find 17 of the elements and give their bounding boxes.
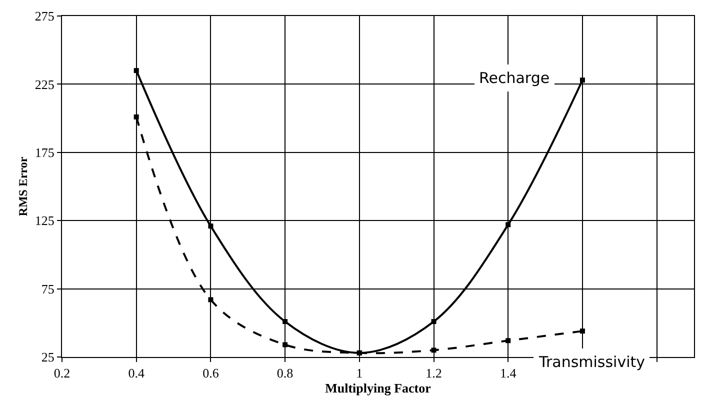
x-tick-label: 1.4 (500, 366, 517, 381)
y-tick-label: 225 (34, 76, 54, 92)
x-tick-label: 0.2 (54, 366, 70, 381)
x-tick-label: 0.4 (128, 366, 145, 381)
x-axis-title: Multiplying Factor (325, 380, 432, 396)
x-tick-label: 0.6 (202, 366, 220, 381)
x-tick-label: 1 (356, 366, 363, 381)
y-tick-label: 125 (34, 213, 54, 228)
x-tick-label: 1.2 (426, 366, 442, 381)
x-tick-label: 0.8 (276, 366, 294, 381)
y-tick-label: 275 (34, 8, 54, 24)
y-tick-label: 175 (34, 144, 54, 160)
y-tick-label: 25 (41, 350, 54, 365)
series-label: Recharge (479, 69, 550, 87)
series-label: Transmissivity (538, 353, 646, 371)
y-axis-title: RMS Error (16, 156, 30, 216)
y-tick-label: 75 (41, 281, 54, 296)
